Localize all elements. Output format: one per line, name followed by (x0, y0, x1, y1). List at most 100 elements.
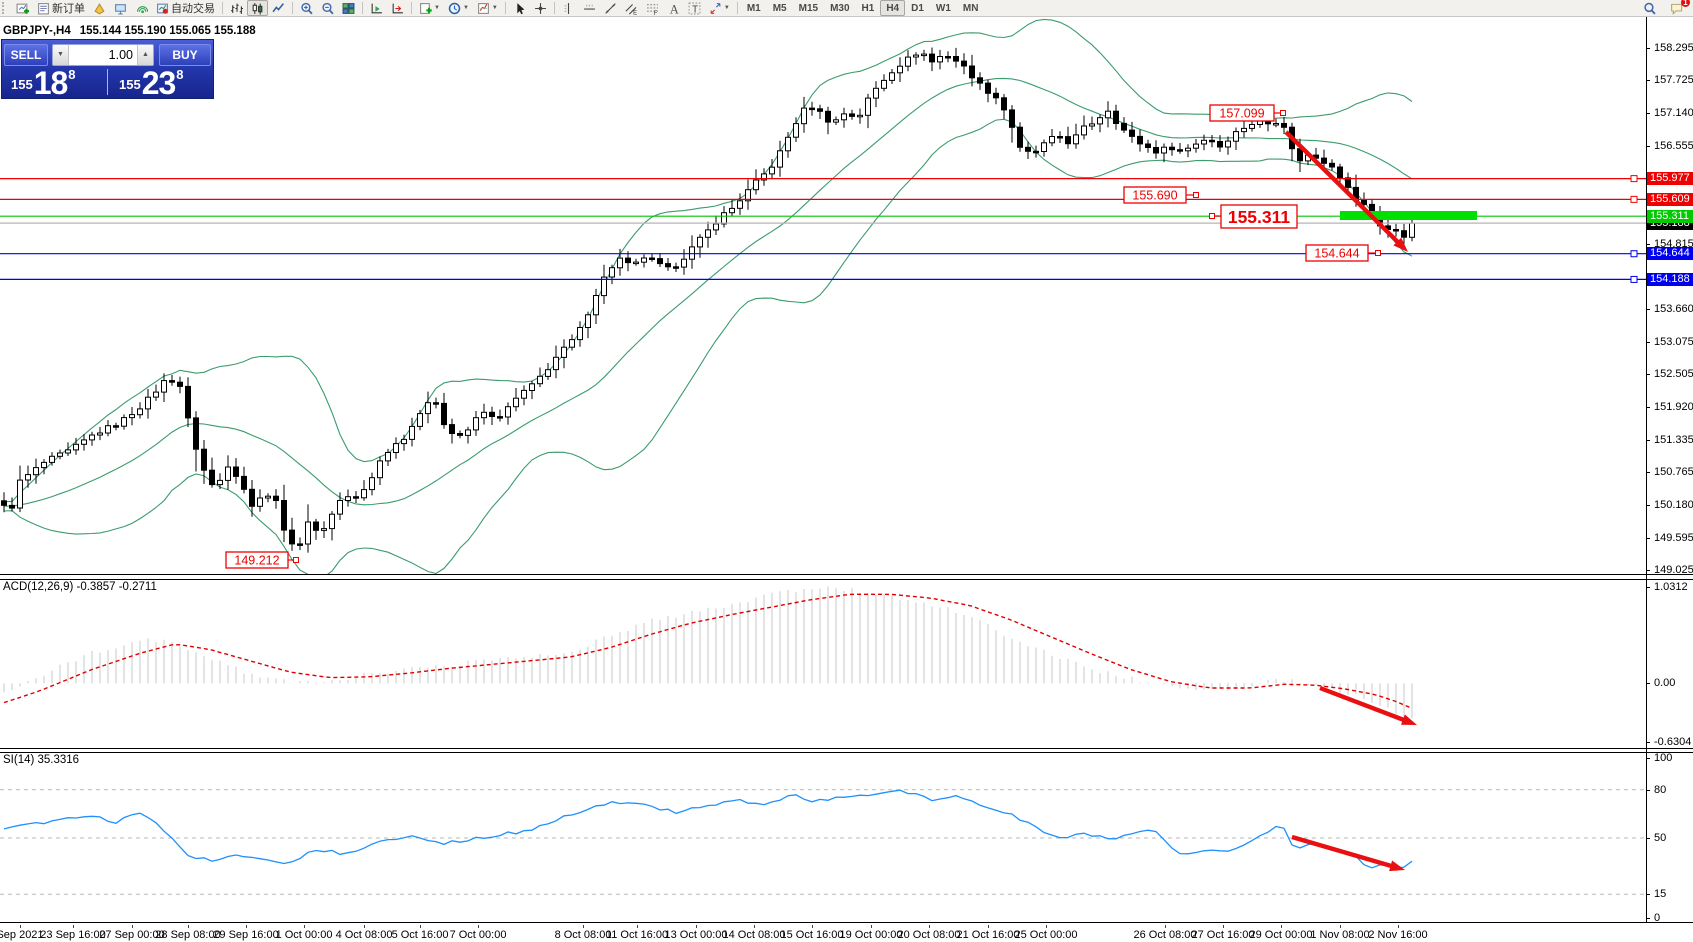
time-tick (988, 925, 989, 928)
pane-separator[interactable] (0, 748, 1693, 749)
level-line-handle[interactable] (1630, 195, 1638, 203)
equidistant-channel-button[interactable]: E (621, 0, 642, 16)
volume-decrease-button[interactable]: ▼ (53, 44, 69, 65)
price-callout-149.212[interactable]: 149.212 (225, 551, 299, 569)
text-button[interactable]: A (663, 0, 684, 16)
tf-mn-button[interactable]: MN (957, 0, 985, 16)
tf-h1-button[interactable]: H1 (856, 0, 881, 16)
autotrading-button[interactable]: 自动交易 (152, 0, 219, 16)
tf-m15-button[interactable]: M15 (793, 0, 824, 16)
pane-separator[interactable] (0, 574, 1693, 575)
trend-arrow[interactable] (1291, 834, 1405, 872)
horizontal-line-button[interactable] (579, 0, 600, 16)
tf-w1-button[interactable]: W1 (930, 0, 957, 16)
candlestick-series (1, 47, 1415, 553)
bull-candle (889, 72, 895, 81)
bar-chart-button[interactable] (226, 0, 247, 16)
fibonacci-button[interactable]: F (642, 0, 663, 16)
axis-price-label: 158.295 (1654, 42, 1693, 54)
time-tick (246, 925, 247, 928)
templates-button[interactable]: ▼ (473, 0, 502, 16)
trendline-button[interactable] (600, 0, 621, 16)
dropdown-caret-icon[interactable]: ▼ (491, 5, 498, 11)
signals-button[interactable] (131, 0, 152, 16)
volume-increase-button[interactable]: ▲ (137, 44, 153, 65)
pane-separator[interactable] (0, 579, 1693, 580)
zoom-out-button[interactable] (317, 0, 338, 16)
bull-candle (41, 461, 47, 469)
buy-button[interactable]: BUY (159, 43, 211, 66)
volume-input[interactable]: 1.00 (108, 47, 133, 62)
bear-candle (969, 65, 975, 79)
line-chart-button[interactable] (268, 0, 289, 16)
sell-button[interactable]: SELL (4, 43, 48, 66)
main-price-chart: 157.099 155.690 155.311 154.644 149.212 (0, 17, 1646, 574)
terminal-button[interactable] (110, 0, 131, 16)
tf-d1-button[interactable]: D1 (905, 0, 930, 16)
tf-m1-button[interactable]: M1 (741, 0, 767, 16)
bull-candle (1041, 142, 1047, 153)
bull-candle (89, 434, 95, 441)
new-chart-button[interactable] (12, 0, 33, 16)
search-button[interactable] (1639, 0, 1660, 16)
bear-candle (1057, 136, 1063, 139)
vertical-line-button[interactable] (558, 0, 579, 16)
level-price-badge: 155.311 (1647, 209, 1693, 223)
price-callout-154.644[interactable]: 154.644 (1305, 244, 1381, 262)
callout-anchor (1280, 110, 1286, 116)
level-line-handle[interactable] (1630, 175, 1638, 183)
time-tick (420, 925, 421, 928)
text-label-button[interactable]: T (684, 0, 705, 16)
level-line-handle[interactable] (1630, 275, 1638, 283)
macd-label: ACD(12,26,9) -0.3857 -0.2711 (3, 581, 157, 593)
tf-m5-button[interactable]: M5 (767, 0, 793, 16)
dropdown-caret-icon[interactable]: ▼ (723, 5, 730, 11)
macd-histogram (3, 586, 1413, 719)
support-highlight-band[interactable] (1340, 211, 1477, 220)
dropdown-caret-icon[interactable]: ▼ (462, 5, 469, 11)
candlestick-chart-button[interactable] (247, 0, 268, 16)
time-tick (871, 925, 872, 928)
arrows-button[interactable]: ▼ (705, 0, 734, 16)
bull-candle (97, 432, 103, 436)
bollinger-middle-band (3, 77, 1413, 507)
indicators-button[interactable]: ▼ (415, 0, 444, 16)
axis-price-label: 157.140 (1654, 107, 1693, 120)
tf-h4-button[interactable]: H4 (880, 0, 906, 16)
crosshair-button[interactable] (530, 0, 551, 16)
axis-price-label: 154.815 (1654, 238, 1693, 251)
market-depth-button[interactable] (89, 0, 110, 16)
bull-candle (345, 496, 351, 502)
chart-shift-button[interactable] (387, 0, 408, 16)
dropdown-caret-icon[interactable]: ▼ (434, 5, 440, 11)
pane-separator[interactable] (0, 752, 1693, 753)
notifications-button[interactable]: 1 (1666, 0, 1690, 16)
bull-candle (705, 229, 711, 238)
bull-candle (145, 396, 151, 410)
cursor-button[interactable] (509, 0, 530, 16)
bull-candle (521, 389, 527, 399)
price-callout-155.690[interactable]: 155.690 (1123, 186, 1199, 204)
bear-candle (849, 113, 855, 117)
new-order-button[interactable]: 新订单 (33, 0, 89, 16)
bull-candle (25, 474, 31, 481)
level-line-handle[interactable] (1630, 250, 1638, 258)
trend-arrow[interactable] (1319, 685, 1417, 725)
bull-candle (881, 79, 887, 89)
trend-arrow[interactable] (1284, 130, 1408, 252)
rsi-label: SI(14) 35.3316 (3, 754, 80, 766)
tiles-icon (342, 2, 355, 14)
price-callout-155.311[interactable]: 155.311 (1209, 204, 1298, 229)
bear-candle (1337, 166, 1343, 179)
time-tick (20, 925, 21, 928)
periods-button[interactable]: ▼ (444, 0, 473, 16)
time-label: 4 Oct 08:00 (335, 929, 393, 941)
tile-windows-button[interactable] (338, 0, 359, 16)
zoom-in-button[interactable] (296, 0, 317, 16)
auto-scroll-button[interactable] (366, 0, 387, 16)
price-callout-157.099[interactable]: 157.099 (1209, 104, 1286, 122)
tf-m30-button[interactable]: M30 (824, 0, 855, 16)
level-price-badge: 155.977 (1647, 172, 1693, 186)
volume-control: ▼ 1.00 ▲ (52, 43, 154, 66)
template-icon (477, 2, 489, 14)
